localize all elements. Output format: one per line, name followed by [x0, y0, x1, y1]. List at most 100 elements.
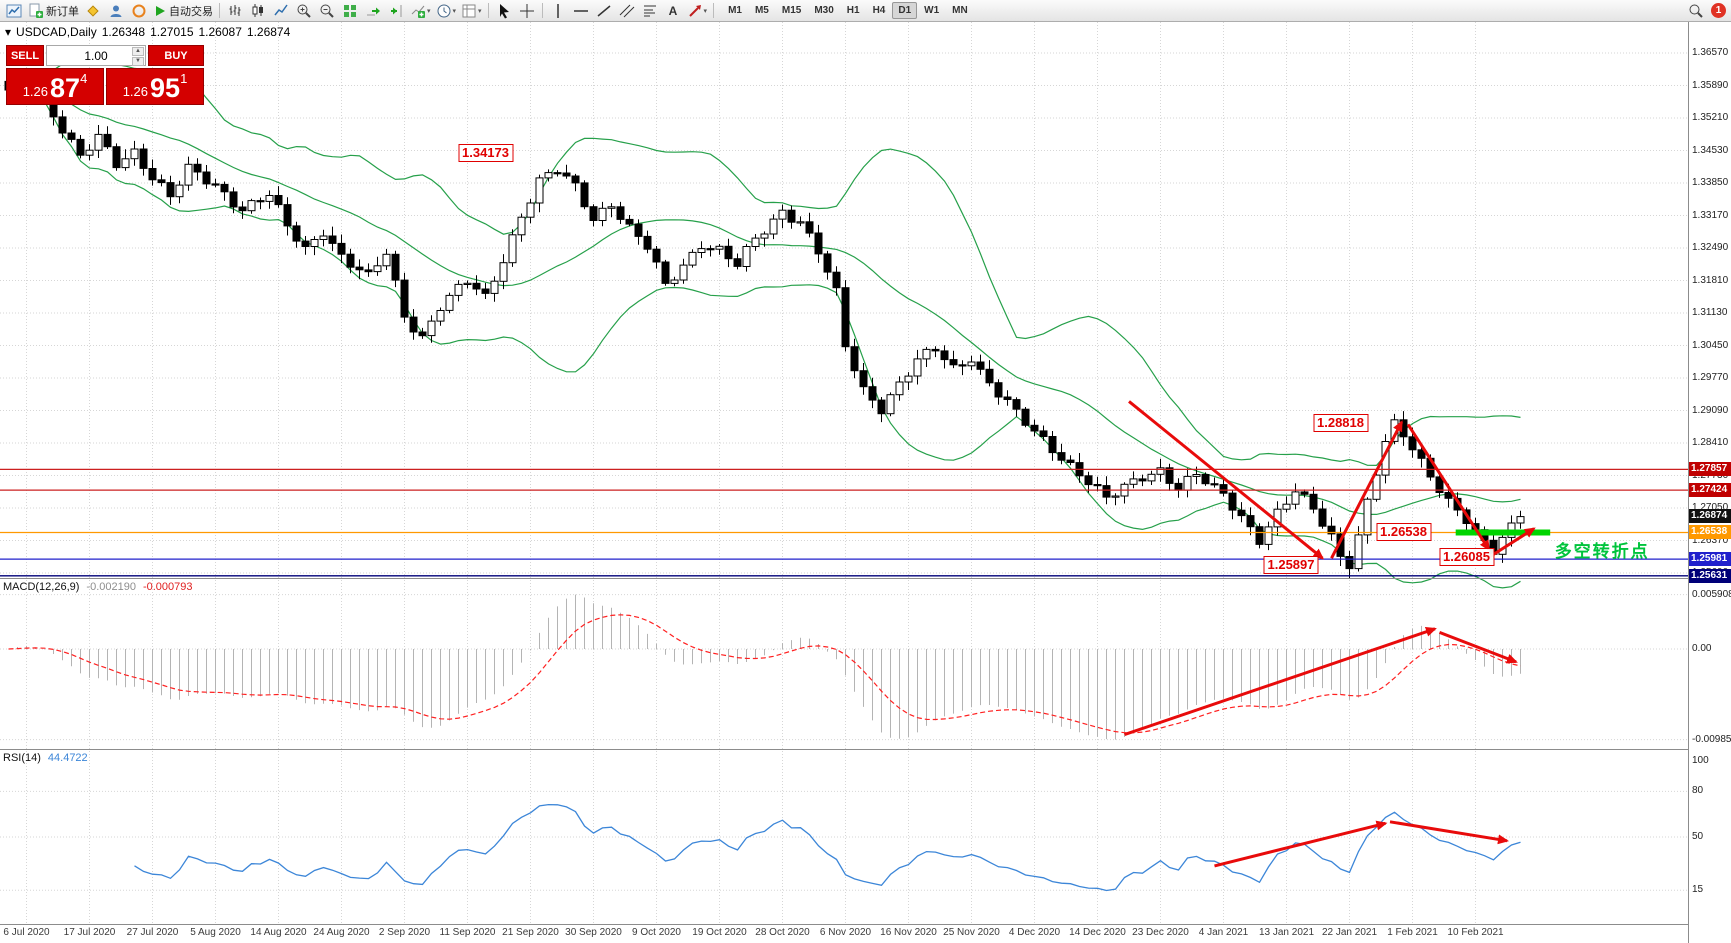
timeframe-button-h1[interactable]: H1	[846, 5, 860, 16]
timeframe-button-m5[interactable]: M5	[754, 5, 769, 16]
trend-arrow-object[interactable]	[1214, 820, 1388, 868]
timeframe-button-m30[interactable]: M30	[814, 5, 834, 16]
date-axis-label: 1 Feb 2021	[1387, 927, 1438, 938]
window-chart-icon[interactable]	[3, 1, 25, 21]
rsi-layer	[134, 803, 1521, 892]
trend-arrow-object[interactable]	[1124, 626, 1437, 737]
date-axis-label: 17 Jul 2020	[63, 927, 116, 938]
macd-signal-value: -0.000793	[142, 581, 193, 593]
timeframe-button-d1[interactable]: D1	[892, 2, 918, 19]
trend-arrow-object[interactable]	[1438, 631, 1518, 664]
lot-spinner[interactable]: ▲ ▼	[132, 47, 144, 66]
date-axis[interactable]: 6 Jul 2020 17 Jul 2020 27 Jul 2020 5 Aug 20…	[0, 925, 1688, 943]
chevron-down-icon: ▾	[427, 7, 431, 15]
spinner-up-icon[interactable]: ▲	[132, 47, 144, 56]
text-tool-icon[interactable]: A	[662, 1, 684, 21]
ohlc-high: 1.27015	[150, 25, 194, 39]
chart-shift-icon[interactable]	[385, 1, 407, 21]
timeframe-button-m15[interactable]: M15	[781, 5, 802, 16]
search-icon[interactable]	[1685, 1, 1707, 21]
lot-size-field[interactable]: 1.00 ▲ ▼	[46, 45, 146, 66]
date-axis-label: 11 Sep 2020	[439, 927, 496, 938]
ohlc-low: 1.26087	[198, 25, 242, 39]
sell-price-button[interactable]: 1.26 87 4	[6, 68, 104, 105]
ask-price-prefix: 1.26	[122, 84, 149, 99]
rsi-label: RSI(14) 44.4722	[3, 752, 88, 764]
date-axis-label: 2 Sep 2020	[378, 927, 431, 938]
channel-tool-icon[interactable]	[616, 1, 638, 21]
panel-separator[interactable]	[0, 578, 1731, 579]
zoom-in-icon[interactable]	[293, 1, 315, 21]
price-badge: 1.27424	[1689, 483, 1731, 498]
axis-label: 1.33170	[1692, 209, 1729, 221]
price-label-object[interactable]: 1.28818	[1313, 414, 1368, 433]
templates-icon[interactable]: ▾	[459, 1, 484, 21]
notification-badge[interactable]: 1	[1711, 3, 1726, 18]
chart-title: ▾ USDCAD,Daily 1.26348 1.27015 1.26087 1.2687…	[5, 25, 295, 39]
trend-arrow-object[interactable]	[1406, 423, 1491, 552]
line-chart-type-icon[interactable]	[270, 1, 292, 21]
timeframe-button-h4[interactable]: H4	[872, 5, 886, 16]
price-label-object[interactable]: 1.34173	[458, 143, 513, 162]
accounts-icon[interactable]	[105, 1, 127, 21]
rsi-value: 44.4722	[47, 752, 88, 764]
new-order-button[interactable]: 新订单	[26, 1, 81, 21]
axis-label: 1.35210	[1692, 112, 1729, 123]
chevron-down-icon: ▾	[703, 7, 708, 15]
chart-canvas[interactable]	[0, 22, 1688, 943]
date-axis-label: 14 Dec 2020	[1069, 927, 1126, 938]
candlestick-chart-type-icon[interactable]	[247, 1, 269, 21]
axis-label: 1.27050	[1692, 502, 1729, 513]
bar-chart-type-icon[interactable]	[224, 1, 246, 21]
collapse-triangle[interactable]: ▾	[5, 25, 12, 39]
fibonacci-tool-icon[interactable]	[639, 1, 661, 21]
svg-text:A: A	[668, 4, 677, 18]
timeframe-button-mn[interactable]: MN	[952, 5, 968, 16]
price-label-object[interactable]: 1.26085	[1439, 548, 1494, 567]
horizontal-lines-layer[interactable]	[0, 468, 1688, 577]
macd-label: MACD(12,26,9) -0.002190 -0.000793	[3, 581, 193, 593]
buy-button[interactable]: BUY	[148, 45, 204, 66]
buy-price-button[interactable]: 1.26 95 1	[106, 68, 204, 105]
price-axis[interactable]: 1.36570 1.35890 1.35210 1.34530 1.33850 1.331…	[1688, 22, 1731, 943]
auto-scroll-icon[interactable]	[362, 1, 384, 21]
spinner-down-icon[interactable]: ▼	[132, 57, 144, 66]
trend-arrow-object[interactable]	[1389, 820, 1509, 845]
cursor-icon[interactable]	[493, 1, 515, 21]
pivot-text-object[interactable]: 多空转折点	[1554, 541, 1650, 561]
arrows-tool-icon[interactable]: ▾	[685, 1, 710, 21]
panel-separator[interactable]	[0, 749, 1731, 750]
metaeditor-icon[interactable]	[82, 1, 104, 21]
timeframe-button-w1[interactable]: W1	[924, 5, 940, 16]
trendline-tool-icon[interactable]	[593, 1, 615, 21]
axis-label: 1.32490	[1692, 242, 1729, 253]
date-axis-label: 22 Jan 2021	[1321, 927, 1378, 938]
timeframe-button-m1[interactable]: M1	[728, 5, 742, 16]
date-axis-label: 13 Jan 2021	[1258, 927, 1315, 938]
sell-button[interactable]: SELL	[6, 45, 44, 66]
horizontal-line-tool-icon[interactable]	[570, 1, 592, 21]
price-label-object[interactable]: 1.25897	[1263, 555, 1319, 574]
price-label-object[interactable]: 1.26538	[1376, 523, 1431, 542]
trend-arrow-object[interactable]	[1128, 400, 1325, 560]
panel-separator	[0, 924, 1731, 925]
price-badge: 1.25981	[1689, 552, 1731, 567]
tile-windows-icon[interactable]	[339, 1, 361, 21]
date-axis-label: 4 Jan 2021	[1198, 927, 1249, 938]
community-icon[interactable]	[128, 1, 150, 21]
trend-arrow-object[interactable]	[1330, 420, 1404, 559]
indicators-icon[interactable]: ▾	[408, 1, 433, 21]
date-axis-label: 27 Jul 2020	[126, 927, 179, 938]
lot-size-value: 1.00	[84, 48, 108, 63]
new-order-label: 新订单	[46, 5, 79, 18]
axis-label: 1.35890	[1692, 79, 1729, 91]
autotrading-button[interactable]: 自动交易	[151, 1, 215, 21]
vertical-line-tool-icon[interactable]	[547, 1, 569, 21]
date-axis-label: 14 Aug 2020	[250, 927, 307, 938]
pivot-support-line-object[interactable]	[1455, 529, 1551, 536]
periods-icon[interactable]: ▾	[434, 1, 459, 21]
crosshair-icon[interactable]	[516, 1, 538, 21]
zoom-out-icon[interactable]	[316, 1, 338, 21]
bollinger-bands-layer	[8, 58, 1521, 589]
